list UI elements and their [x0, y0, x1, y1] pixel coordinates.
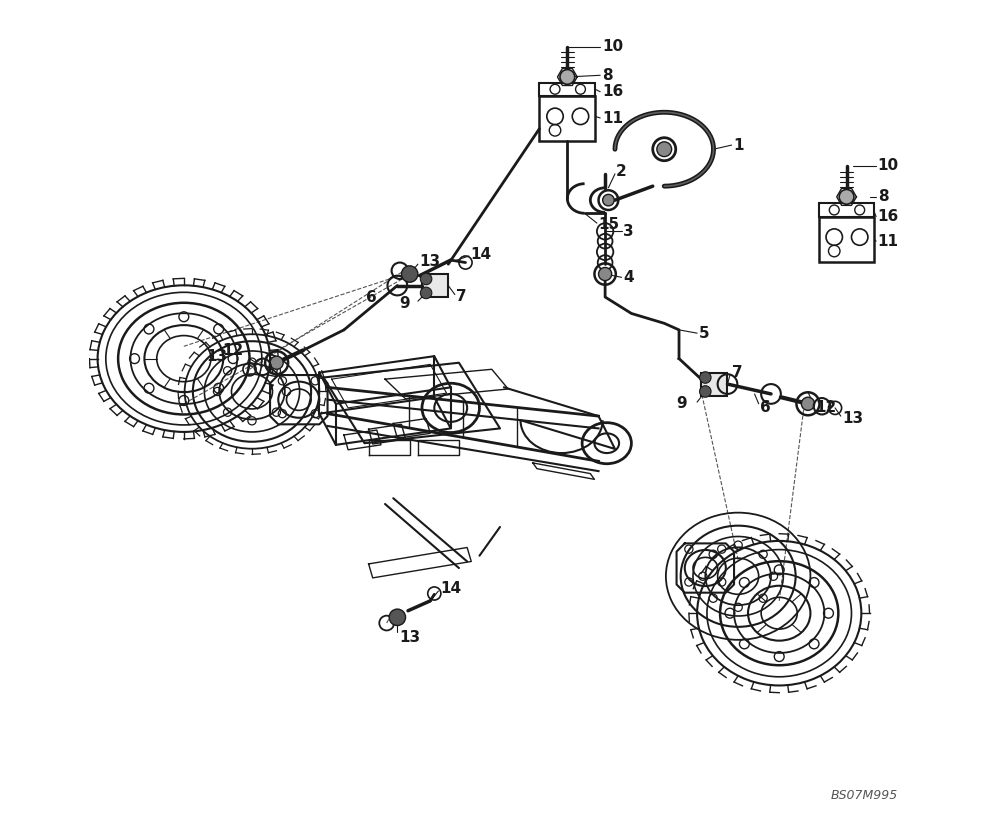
- Text: 8: 8: [602, 68, 612, 82]
- Text: 16: 16: [602, 84, 623, 99]
- Circle shape: [801, 397, 815, 410]
- Text: 3: 3: [623, 224, 634, 239]
- Bar: [539, 82, 595, 96]
- Bar: [539, 96, 595, 141]
- Circle shape: [839, 190, 854, 204]
- Text: 13: 13: [420, 255, 441, 269]
- Circle shape: [270, 356, 283, 369]
- Text: 11: 11: [878, 234, 899, 249]
- Text: 6: 6: [760, 400, 771, 415]
- Text: 11: 11: [602, 110, 623, 125]
- Circle shape: [420, 288, 432, 298]
- Circle shape: [389, 609, 406, 625]
- Text: 13: 13: [206, 349, 227, 364]
- Text: 13: 13: [842, 411, 864, 426]
- Bar: [819, 217, 874, 262]
- Circle shape: [401, 266, 418, 283]
- Bar: [819, 204, 874, 217]
- Circle shape: [599, 268, 612, 281]
- Circle shape: [420, 274, 432, 285]
- Text: 6: 6: [366, 289, 377, 305]
- Text: 2: 2: [616, 164, 627, 179]
- Text: 12: 12: [815, 400, 837, 415]
- Text: 12: 12: [223, 343, 244, 358]
- Circle shape: [700, 386, 711, 397]
- Text: 14: 14: [440, 581, 461, 596]
- Circle shape: [657, 142, 672, 157]
- Text: 9: 9: [677, 396, 687, 411]
- Circle shape: [560, 69, 575, 84]
- Text: 8: 8: [878, 190, 888, 204]
- Text: 1: 1: [733, 138, 744, 152]
- Bar: [422, 274, 448, 297]
- Text: 14: 14: [470, 247, 492, 262]
- Text: 10: 10: [602, 39, 623, 54]
- Text: 10: 10: [878, 158, 899, 173]
- Text: 15: 15: [599, 218, 620, 232]
- Text: BS07M995: BS07M995: [831, 789, 898, 802]
- Circle shape: [700, 372, 711, 383]
- Bar: [701, 372, 727, 396]
- Text: 9: 9: [399, 296, 410, 311]
- Text: 7: 7: [732, 365, 742, 380]
- Text: 5: 5: [699, 325, 709, 340]
- Text: 13: 13: [399, 630, 420, 645]
- Text: 7: 7: [456, 288, 467, 304]
- Text: 16: 16: [878, 209, 899, 224]
- Text: 4: 4: [623, 269, 634, 285]
- Circle shape: [603, 194, 614, 206]
